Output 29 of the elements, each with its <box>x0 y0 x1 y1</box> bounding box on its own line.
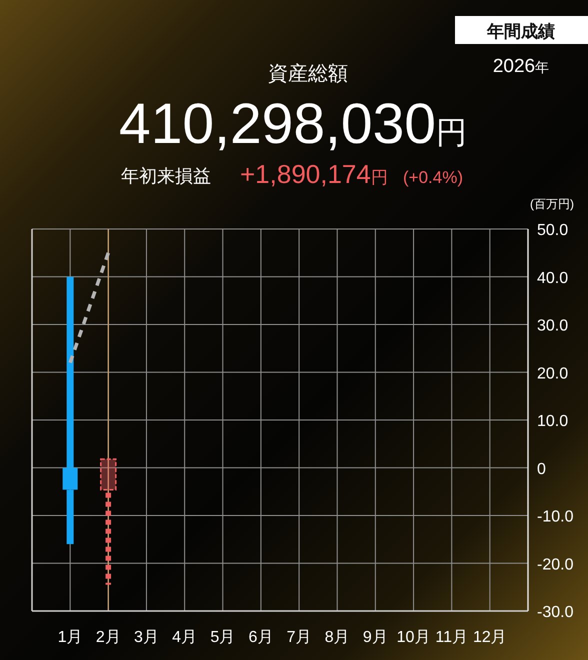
xtick: 9月 <box>362 629 388 646</box>
title: 資産総額 <box>268 63 348 85</box>
xtick: 4月 <box>172 629 198 646</box>
ytick: 50.0 <box>537 222 568 239</box>
xtick: 8月 <box>324 629 350 646</box>
annotation: (+0.4%) <box>403 168 463 187</box>
xtick: 1月 <box>58 629 83 646</box>
xtick: 2月 <box>96 629 121 646</box>
xtick: 11月 <box>435 629 468 646</box>
xtick: 7月 <box>286 629 312 646</box>
ytick: 20.0 <box>537 365 568 382</box>
ytick: 10.0 <box>537 413 568 430</box>
xtick: 10月 <box>396 629 430 646</box>
ytick: -30.0 <box>537 604 574 621</box>
annotation: +1,890,174円 <box>240 159 388 189</box>
ytick: -20.0 <box>537 556 574 574</box>
xtick: 3月 <box>134 629 159 646</box>
ytick: 0 <box>537 460 546 478</box>
xtick: 5月 <box>210 629 236 646</box>
ytick: 40.0 <box>537 270 568 287</box>
subtitle: 410,298,030円 <box>119 92 467 156</box>
annotation: 2026年 <box>492 56 550 77</box>
annotation: 年初来損益 <box>121 166 211 186</box>
xtick: 6月 <box>248 629 274 646</box>
ytick: 30.0 <box>537 318 568 334</box>
annotation: 年間成績 <box>455 16 588 44</box>
xtick: 12月 <box>472 629 507 646</box>
ylabel: (百万円) <box>530 197 574 211</box>
ytick: -10.0 <box>537 508 574 526</box>
